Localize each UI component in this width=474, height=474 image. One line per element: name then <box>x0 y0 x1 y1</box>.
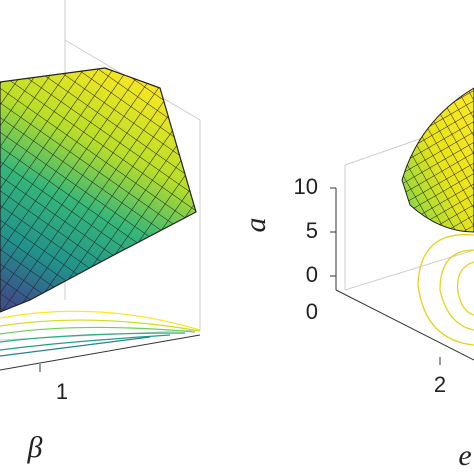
contours <box>0 310 201 357</box>
x-axis <box>0 334 201 372</box>
axes <box>330 187 474 365</box>
left-panel: 1 β <box>0 0 201 464</box>
right-panel: 10 5 0 0 2 a e <box>239 87 474 472</box>
contours <box>417 233 474 346</box>
z-tick-label: 5 <box>306 218 318 243</box>
x-tick-label: 1 <box>56 379 68 404</box>
z-axis-label: a <box>239 218 272 233</box>
z-tick-label: 10 <box>294 174 318 199</box>
y-tick-label: 2 <box>434 372 446 397</box>
z-tick-label: 0 <box>306 262 318 287</box>
surface-mesh <box>401 87 474 233</box>
surface-mesh <box>0 67 197 313</box>
x-tick-label: 0 <box>306 299 318 324</box>
y-axis-label: e <box>458 439 471 472</box>
x-axis-label: β <box>27 431 43 464</box>
